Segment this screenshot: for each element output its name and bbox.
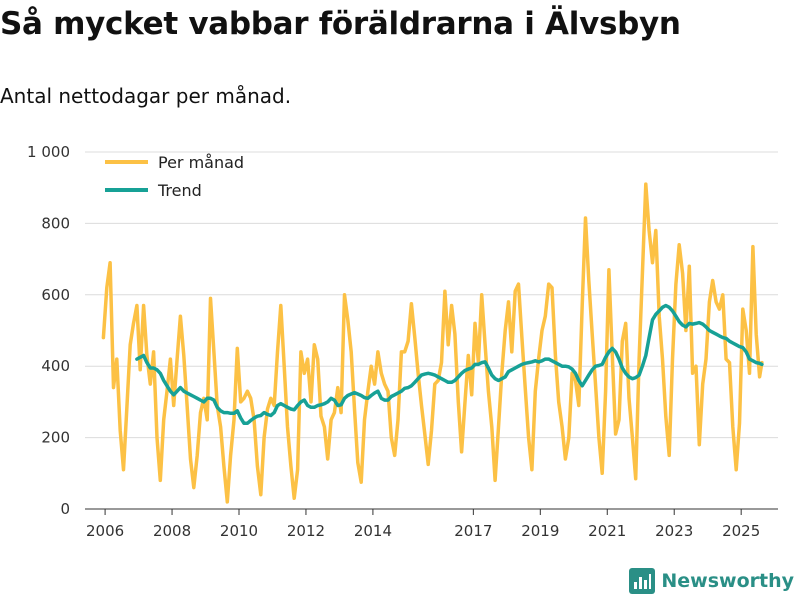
x-tick-label: 2017 [454, 522, 492, 540]
legend: Per månad Trend [105, 153, 244, 200]
series-line-per-manad [101, 182, 764, 504]
x-tick-label: 2014 [354, 522, 392, 540]
chart-subtitle: Antal nettodagar per månad. [0, 84, 292, 108]
y-tick-label: 1 000 [27, 143, 70, 161]
x-tick-label: 2010 [220, 522, 258, 540]
newsworthy-logo-icon [629, 568, 656, 594]
x-tick-label: 2008 [153, 522, 191, 540]
x-tick-label: 2021 [588, 522, 626, 540]
y-tick-label: 600 [41, 286, 70, 304]
series-line-trend [135, 303, 764, 426]
legend-label-per-manad: Per månad [158, 153, 244, 172]
y-tick-label: 200 [41, 429, 70, 447]
x-axis: 2006 2008 2010 2012 2014 2017 2019 2021 2023 2025 [86, 509, 760, 540]
chart-title: Så mycket vabbar föräldrarna i Älvsbyn [0, 6, 681, 42]
series-lines [101, 182, 764, 504]
brand-name: Newsworthy [661, 570, 794, 592]
brand: Newsworthy [629, 568, 794, 594]
x-tick-label: 2023 [655, 522, 693, 540]
y-tick-label: 400 [41, 357, 70, 375]
y-tick-label: 800 [41, 214, 70, 232]
y-tick-label: 0 [60, 500, 70, 518]
x-tick-label: 2006 [86, 522, 124, 540]
legend-label-trend: Trend [157, 181, 202, 200]
y-axis: 0 200 400 600 800 1 000 [27, 143, 70, 518]
x-tick-label: 2012 [287, 522, 325, 540]
x-tick-label: 2025 [722, 522, 760, 540]
x-tick-label: 2019 [521, 522, 559, 540]
